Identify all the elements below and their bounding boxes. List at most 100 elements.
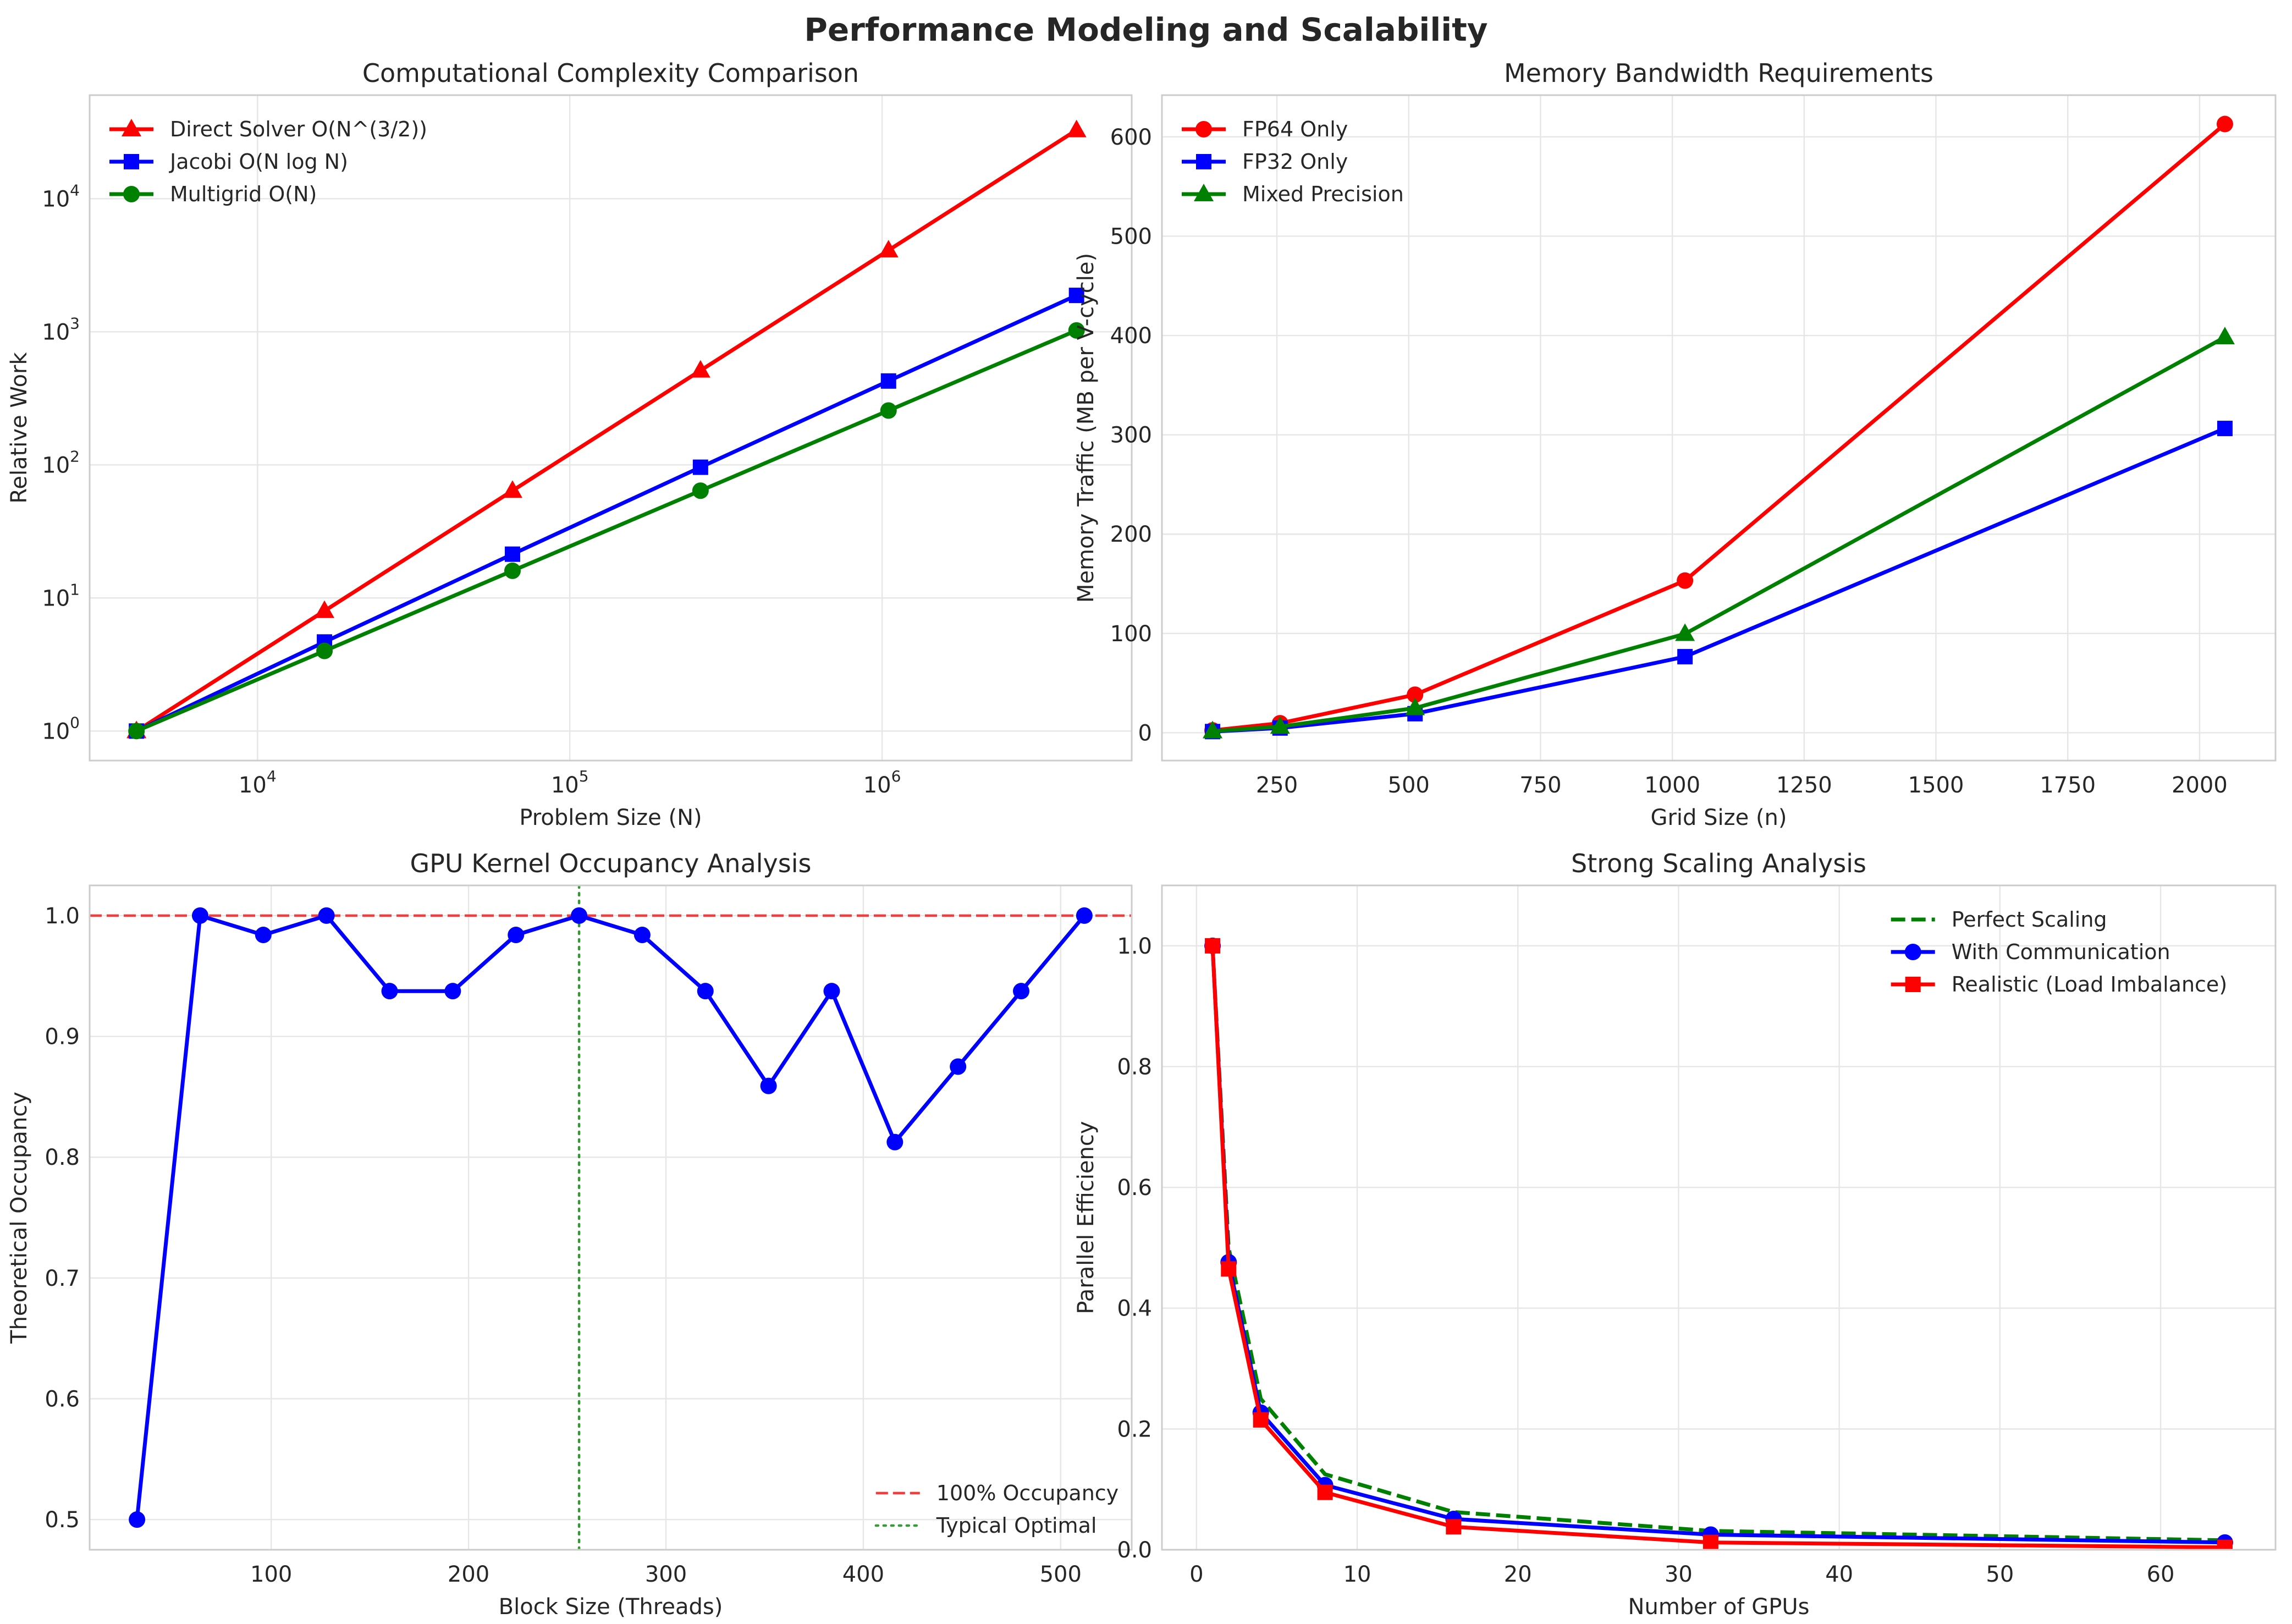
series-mixed-precision bbox=[1203, 327, 2235, 739]
x-tick-label: 100 bbox=[250, 1562, 292, 1587]
data-point bbox=[697, 983, 714, 1000]
data-point bbox=[2214, 327, 2235, 345]
legend-item-fp64-only: FP64 Only bbox=[1182, 117, 1348, 141]
tick-exponent: 2 bbox=[70, 447, 80, 465]
data-point bbox=[1013, 983, 1030, 1000]
data-point bbox=[502, 480, 522, 498]
x-tick-label: 104 bbox=[239, 767, 277, 798]
gridlines bbox=[1162, 95, 2276, 761]
legend: 100% Occupancy Typical Optimal bbox=[874, 1481, 1119, 1538]
x-tick-label: 400 bbox=[842, 1562, 884, 1587]
data-point bbox=[1203, 720, 1223, 739]
plot-area bbox=[1162, 885, 2276, 1550]
y-tick-label: 0 bbox=[1138, 720, 1152, 746]
data-point bbox=[1446, 1519, 1462, 1535]
series-line bbox=[135, 913, 1086, 1520]
x-tick-label: 500 bbox=[1388, 773, 1430, 798]
legend-label: Jacobi O(N log N) bbox=[169, 150, 348, 174]
legend-marker bbox=[1195, 121, 1212, 137]
data-point bbox=[1405, 697, 1425, 715]
y-axis-label: Theoretical Occupancy bbox=[7, 1092, 32, 1344]
y-tick-label: 103 bbox=[42, 314, 80, 345]
plot-content bbox=[1204, 937, 2233, 1550]
plot-frame bbox=[1161, 94, 2277, 762]
data-point bbox=[1253, 1412, 1269, 1428]
x-tick-label: 106 bbox=[863, 767, 901, 798]
y-tick-label: 0.8 bbox=[45, 1145, 80, 1170]
legend-marker bbox=[1904, 944, 1921, 960]
x-tick-label: 1750 bbox=[2040, 773, 2096, 798]
data-point bbox=[880, 373, 896, 389]
legend-label: Typical Optimal bbox=[936, 1513, 1097, 1538]
y-axis-label: Memory Traffic (MB per V-cycle) bbox=[1073, 253, 1099, 603]
data-point bbox=[1677, 572, 1694, 589]
legend-item-100-occupancy: 100% Occupancy bbox=[875, 1481, 1119, 1505]
series-line bbox=[135, 128, 1078, 733]
plot-area bbox=[1162, 95, 2276, 761]
data-point bbox=[692, 482, 709, 499]
y-tick-label: 400 bbox=[1110, 323, 1152, 349]
data-point bbox=[318, 907, 335, 924]
chart-title: GPU Kernel Occupancy Analysis bbox=[410, 849, 812, 878]
chart-title: Strong Scaling Analysis bbox=[1571, 849, 1866, 878]
x-tick-label: 0 bbox=[1189, 1562, 1203, 1587]
data-point bbox=[191, 907, 208, 924]
data-point bbox=[2217, 1539, 2233, 1550]
tick-exponent: 6 bbox=[891, 767, 901, 785]
x-tick-label: 50 bbox=[1986, 1562, 2014, 1587]
chart-panel-3: 100 200 300 400 500 0.5 0.6 0.7 0.8 0.9 1.0 Block S… bbox=[7, 849, 1133, 1620]
data-point bbox=[880, 402, 897, 419]
legend-marker bbox=[124, 154, 139, 169]
data-point bbox=[878, 240, 899, 258]
y-tick-label: 0.6 bbox=[1117, 1175, 1152, 1201]
plot-content bbox=[1203, 115, 2235, 740]
data-point bbox=[1703, 1534, 1718, 1550]
gridlines bbox=[90, 95, 1132, 761]
plot-frame bbox=[89, 94, 1133, 762]
x-tick-label: 20 bbox=[1504, 1562, 1532, 1587]
tick-exponent: 1 bbox=[70, 580, 80, 598]
data-point bbox=[886, 1133, 903, 1150]
legend-marker bbox=[1194, 184, 1214, 201]
data-point bbox=[571, 907, 588, 924]
y-tick-label: 300 bbox=[1110, 423, 1152, 448]
tick-base: 10 bbox=[551, 773, 579, 798]
data-point bbox=[1407, 686, 1424, 703]
y-tick-label: 102 bbox=[42, 447, 80, 478]
series-multigrid-o-n bbox=[128, 322, 1085, 740]
y-tick-label: 1.0 bbox=[1117, 934, 1152, 959]
data-point bbox=[316, 642, 333, 659]
tick-base: 10 bbox=[42, 719, 70, 744]
chart-panel-2: 250 500 750 1000 1250 1500 1750 2000 0 100 200 300 4… bbox=[1073, 58, 2277, 830]
x-tick-label: 250 bbox=[1256, 773, 1298, 798]
legend-marker bbox=[122, 119, 141, 136]
y-tick-label: 200 bbox=[1110, 522, 1152, 547]
y-tick-label: 0.4 bbox=[1117, 1296, 1152, 1322]
chart-title: Computational Complexity Comparison bbox=[362, 58, 859, 88]
legend-item-direct-solver-o-n-3-2: Direct Solver O(N^(3/2)) bbox=[109, 117, 427, 141]
plot-frame bbox=[1161, 884, 2277, 1551]
x-tick-label: 1000 bbox=[1644, 773, 1700, 798]
tick-base: 10 bbox=[42, 186, 70, 212]
data-point bbox=[1066, 119, 1087, 137]
series-realistic-load-imbalance bbox=[1205, 938, 2233, 1550]
legend-label: Realistic (Load Imbalance) bbox=[1952, 972, 2227, 997]
x-axis-label: Grid Size (n) bbox=[1650, 805, 1787, 830]
legend-item-realistic-load-imbalance: Realistic (Load Imbalance) bbox=[1891, 972, 2227, 997]
data-point bbox=[129, 1511, 146, 1528]
data-point bbox=[504, 546, 520, 562]
data-point bbox=[508, 927, 525, 944]
tick-base: 10 bbox=[239, 773, 267, 798]
tick-exponent: 3 bbox=[70, 314, 80, 332]
legend-marker bbox=[1905, 977, 1921, 992]
plot-content bbox=[90, 885, 1132, 1550]
y-tick-label: 1.0 bbox=[45, 904, 80, 929]
y-tick-label: 100 bbox=[1110, 621, 1152, 647]
legend-item-jacobi-o-n-log-n: Jacobi O(N log N) bbox=[109, 150, 348, 174]
data-point bbox=[1076, 907, 1093, 924]
data-point bbox=[128, 723, 145, 740]
legend-item-fp32-only: FP32 Only bbox=[1182, 150, 1348, 174]
data-point bbox=[1317, 1484, 1333, 1500]
chart-panel-4: 0 10 20 30 40 50 60 0.0 0.2 0.4 0.6 0.8 1.0 Number of… bbox=[1073, 849, 2277, 1620]
